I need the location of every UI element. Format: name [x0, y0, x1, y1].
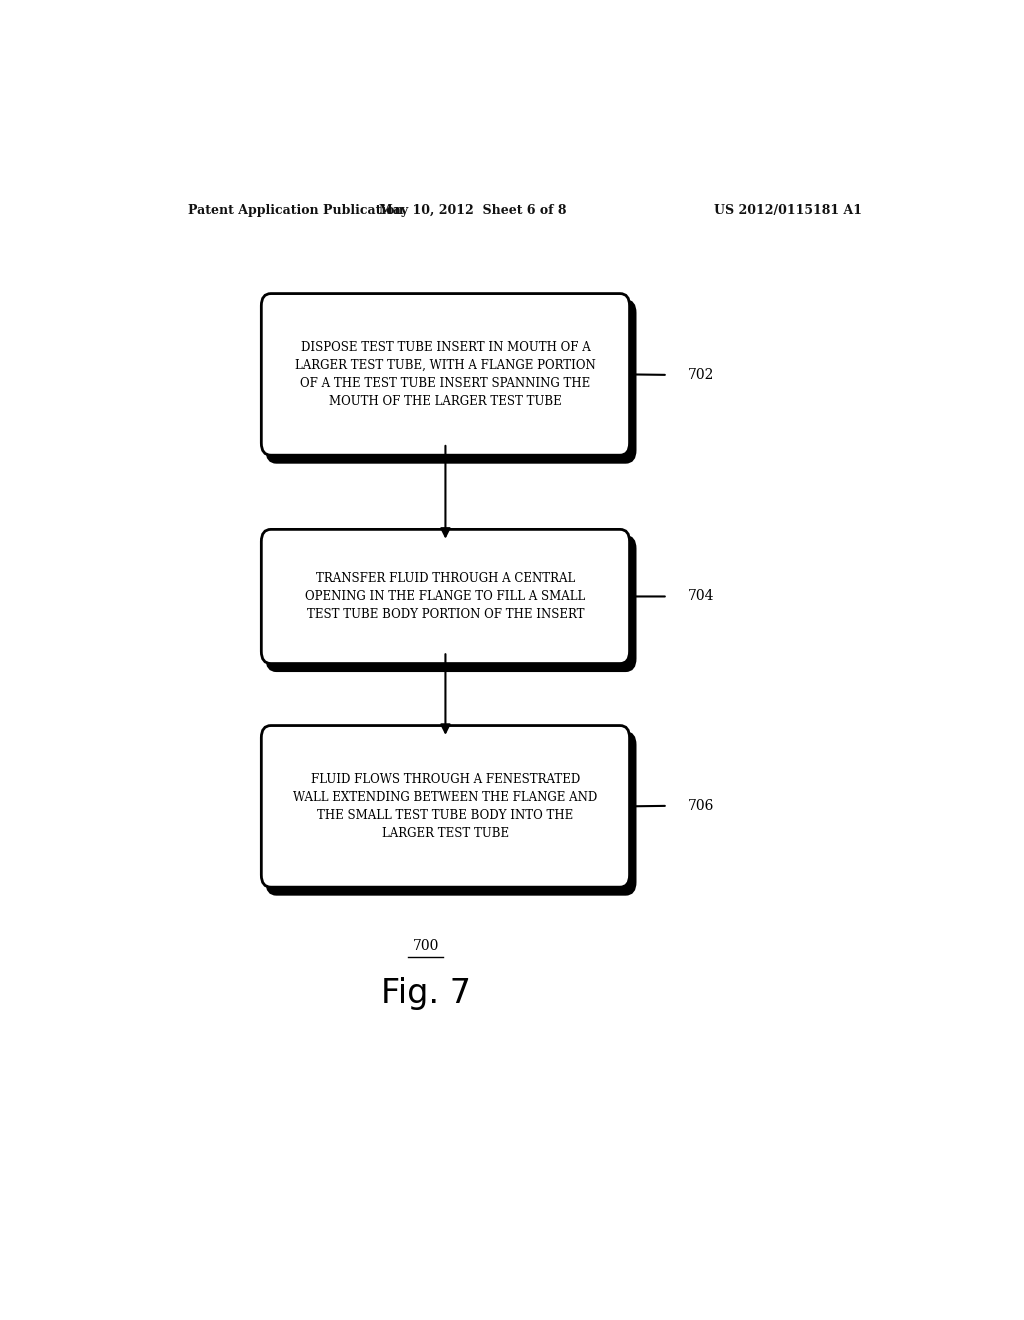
Text: TRANSFER FLUID THROUGH A CENTRAL
OPENING IN THE FLANGE TO FILL A SMALL
TEST TUBE: TRANSFER FLUID THROUGH A CENTRAL OPENING… — [305, 572, 586, 620]
Text: Patent Application Publication: Patent Application Publication — [187, 205, 403, 216]
Text: 704: 704 — [687, 590, 714, 603]
FancyBboxPatch shape — [261, 529, 630, 664]
Text: FLUID FLOWS THROUGH A FENESTRATED
WALL EXTENDING BETWEEN THE FLANGE AND
THE SMAL: FLUID FLOWS THROUGH A FENESTRATED WALL E… — [293, 772, 598, 840]
Text: 706: 706 — [687, 799, 714, 813]
Text: May 10, 2012  Sheet 6 of 8: May 10, 2012 Sheet 6 of 8 — [380, 205, 567, 216]
Text: DISPOSE TEST TUBE INSERT IN MOUTH OF A
LARGER TEST TUBE, WITH A FLANGE PORTION
O: DISPOSE TEST TUBE INSERT IN MOUTH OF A L… — [295, 341, 596, 408]
Text: 700: 700 — [413, 940, 439, 953]
Text: 702: 702 — [687, 368, 714, 381]
FancyBboxPatch shape — [261, 726, 630, 887]
Text: US 2012/0115181 A1: US 2012/0115181 A1 — [714, 205, 862, 216]
FancyBboxPatch shape — [267, 536, 635, 671]
FancyBboxPatch shape — [261, 293, 630, 455]
Text: Fig. 7: Fig. 7 — [381, 977, 471, 1010]
FancyBboxPatch shape — [267, 301, 635, 462]
FancyBboxPatch shape — [267, 733, 635, 894]
